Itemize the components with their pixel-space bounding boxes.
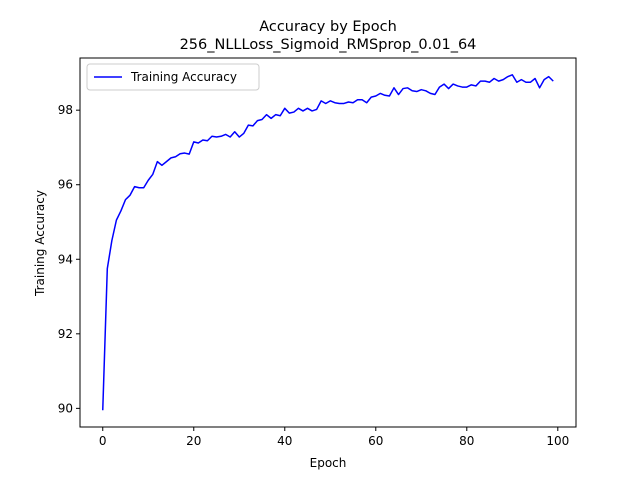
legend-label: Training Accuracy xyxy=(130,70,237,84)
x-tick-label: 100 xyxy=(546,434,569,448)
y-axis-label: Training Accuracy xyxy=(33,190,47,297)
x-tick-label: 80 xyxy=(459,434,474,448)
series-lines xyxy=(102,74,554,411)
y-tick-label: 92 xyxy=(58,327,73,341)
legend-box xyxy=(86,63,260,91)
chart-title: Accuracy by Epoch xyxy=(259,19,397,35)
x-tick-label: 0 xyxy=(99,434,107,448)
y-tick-label: 96 xyxy=(58,178,73,192)
y-tick-label: 90 xyxy=(58,401,73,415)
series-line xyxy=(102,74,554,411)
plot-area-frame xyxy=(79,57,577,428)
x-axis-label: Epoch xyxy=(310,456,347,470)
x-tick-label: 20 xyxy=(186,434,201,448)
x-tick-label: 40 xyxy=(277,434,292,448)
chart-subtitle: 256_NLLLoss_Sigmoid_RMSprop_0.01_64 xyxy=(180,37,477,53)
x-tick-label: 60 xyxy=(368,434,383,448)
y-tick-label: 94 xyxy=(58,252,73,266)
y-tick-label: 98 xyxy=(58,103,73,117)
axis-ticks: 0 20 40 60 80 100 90 92 94 96 98 xyxy=(58,103,570,448)
legend: Training Accuracy xyxy=(86,63,260,91)
